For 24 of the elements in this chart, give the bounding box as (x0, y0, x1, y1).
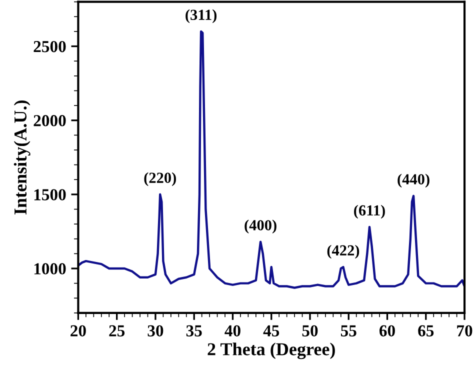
x-axis-title: 2 Theta (Degree) (208, 342, 335, 360)
annotation: (611) (354, 204, 385, 219)
x-tick-label: 55 (340, 325, 356, 336)
x-tick-label: 70 (457, 325, 472, 336)
annotation: (440) (398, 174, 430, 188)
annotation: (422) (327, 244, 360, 259)
y-tick-label: 1500 (34, 189, 66, 200)
y-tick-label: 2500 (34, 40, 66, 52)
x-tick-label: 20 (70, 325, 86, 336)
annotation: (311) (186, 9, 217, 24)
x-tick-label: 50 (302, 325, 318, 336)
x-tick-label: 30 (148, 325, 164, 336)
x-tick-label: 40 (224, 325, 240, 336)
x-tick-label: 65 (418, 325, 434, 336)
x-tick-label: 45 (263, 325, 280, 336)
annotation: (220) (144, 172, 176, 186)
x-tick-label: 60 (379, 325, 395, 336)
x-tick-label: 35 (186, 325, 202, 336)
y-tick-label: 1000 (34, 263, 66, 274)
line-series (78, 30, 465, 289)
y-tick-label: 2000 (34, 115, 66, 126)
x-tick-label: 25 (109, 325, 125, 336)
y-axis-title: Intensity(A.U.) (14, 100, 30, 214)
annotation: (400) (244, 220, 276, 234)
